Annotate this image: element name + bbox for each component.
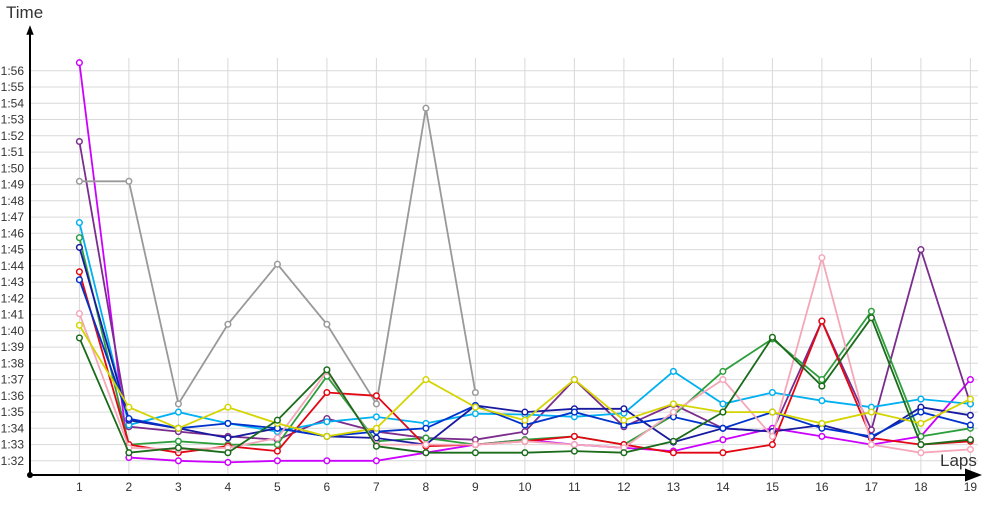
svg-text:1:41: 1:41 bbox=[1, 308, 25, 322]
svg-text:1: 1 bbox=[76, 480, 83, 494]
svg-text:17: 17 bbox=[865, 480, 879, 494]
svg-text:1:49: 1:49 bbox=[1, 178, 25, 192]
svg-text:1:48: 1:48 bbox=[1, 194, 25, 208]
svg-text:1:56: 1:56 bbox=[1, 64, 25, 78]
svg-text:11: 11 bbox=[568, 480, 581, 494]
svg-text:1:42: 1:42 bbox=[1, 291, 25, 305]
svg-text:1:39: 1:39 bbox=[1, 340, 25, 354]
svg-text:1:53: 1:53 bbox=[1, 113, 25, 127]
svg-text:16: 16 bbox=[815, 480, 829, 494]
svg-text:2: 2 bbox=[126, 480, 133, 494]
svg-text:14: 14 bbox=[716, 480, 730, 494]
svg-text:1:32: 1:32 bbox=[1, 454, 25, 468]
svg-text:1:35: 1:35 bbox=[1, 405, 25, 419]
svg-text:4: 4 bbox=[225, 480, 232, 494]
svg-text:18: 18 bbox=[914, 480, 928, 494]
svg-text:8: 8 bbox=[423, 480, 430, 494]
svg-text:1:44: 1:44 bbox=[1, 259, 25, 273]
svg-text:1:45: 1:45 bbox=[1, 243, 25, 257]
svg-text:1:37: 1:37 bbox=[1, 373, 25, 387]
svg-text:1:54: 1:54 bbox=[1, 96, 25, 110]
svg-text:1:40: 1:40 bbox=[1, 324, 25, 338]
svg-text:19: 19 bbox=[964, 480, 978, 494]
svg-text:10: 10 bbox=[518, 480, 532, 494]
svg-text:1:43: 1:43 bbox=[1, 275, 25, 289]
svg-text:9: 9 bbox=[472, 480, 479, 494]
svg-text:1:55: 1:55 bbox=[1, 80, 25, 94]
svg-text:3: 3 bbox=[175, 480, 182, 494]
svg-text:1:36: 1:36 bbox=[1, 389, 25, 403]
svg-text:1:52: 1:52 bbox=[1, 129, 25, 143]
svg-text:15: 15 bbox=[766, 480, 780, 494]
svg-text:1:46: 1:46 bbox=[1, 226, 25, 240]
svg-text:1:38: 1:38 bbox=[1, 356, 25, 370]
svg-text:1:34: 1:34 bbox=[1, 421, 25, 435]
svg-text:6: 6 bbox=[324, 480, 331, 494]
svg-text:7: 7 bbox=[373, 480, 380, 494]
svg-text:1:51: 1:51 bbox=[1, 145, 25, 159]
svg-text:1:47: 1:47 bbox=[1, 210, 25, 224]
svg-text:13: 13 bbox=[667, 480, 681, 494]
svg-text:1:33: 1:33 bbox=[1, 438, 25, 452]
svg-text:5: 5 bbox=[274, 480, 281, 494]
svg-text:1:50: 1:50 bbox=[1, 161, 25, 175]
svg-text:12: 12 bbox=[617, 480, 631, 494]
